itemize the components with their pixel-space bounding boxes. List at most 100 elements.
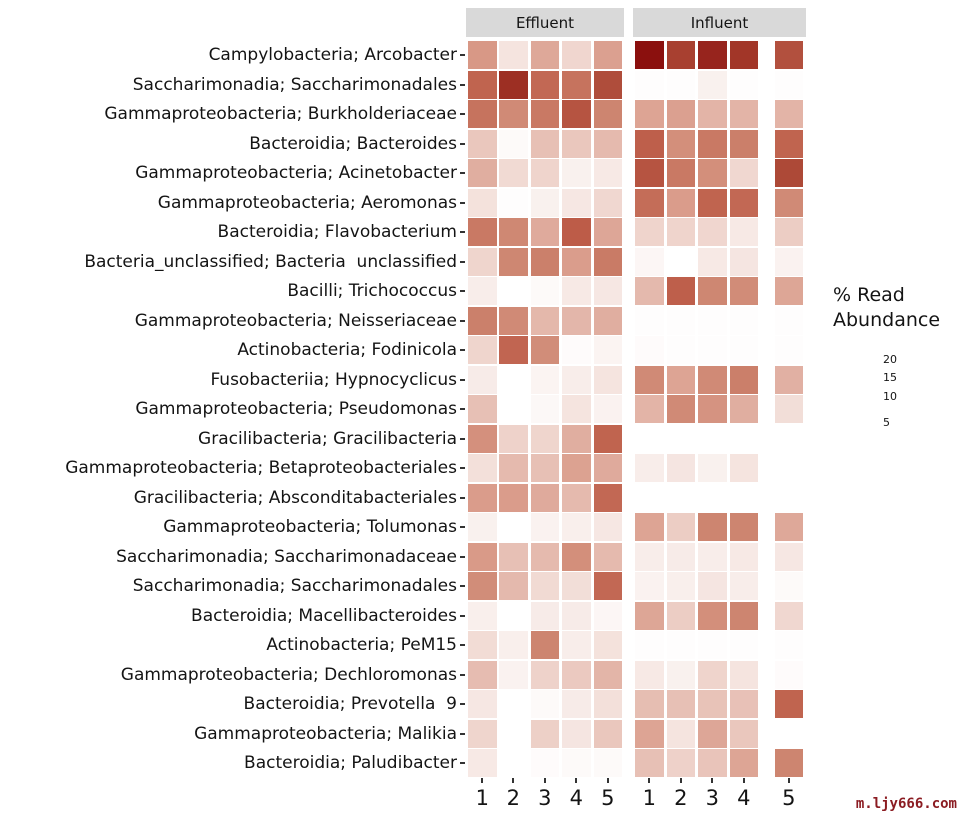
legend-tick-mark [841, 396, 846, 399]
heatmap-cell [499, 247, 528, 276]
heatmap-cell [666, 306, 695, 335]
heatmap-cell [729, 572, 758, 600]
heatmap-cell [774, 336, 803, 364]
heatmap-cell [729, 690, 758, 718]
heatmap-cell [774, 247, 803, 276]
x-axis-tick [648, 778, 651, 783]
y-axis-tick [460, 319, 465, 322]
heatmap-cell [468, 660, 497, 689]
heatmap-cell [468, 572, 497, 600]
heatmap-cell [468, 188, 497, 217]
heatmap-cell [774, 719, 803, 748]
legend-title: % Read Abundance [833, 283, 940, 333]
heatmap-cell [499, 454, 528, 482]
y-axis-tick [460, 467, 465, 469]
heatmap-cell [774, 277, 803, 305]
heatmap-cell [666, 660, 695, 689]
heatmap-cell [499, 483, 528, 512]
heatmap-cell [698, 41, 727, 69]
heatmap-cell [729, 631, 758, 659]
heatmap-cell [468, 719, 497, 748]
heatmap-cell [729, 188, 758, 217]
x-axis-tick [575, 778, 578, 783]
heatmap-cell [468, 159, 497, 187]
heatmap-cell [635, 542, 664, 571]
heatmap-cell [530, 247, 559, 276]
heatmap-cell [698, 660, 727, 689]
y-axis-tick [460, 231, 465, 233]
row-label: Bacteria_unclassified; Bacteria unclassi… [84, 251, 457, 272]
heatmap-cell [593, 749, 622, 777]
heatmap-cell [698, 129, 727, 158]
heatmap-cell [593, 542, 622, 571]
heatmap-cell [635, 100, 664, 128]
heatmap-cell [729, 100, 758, 128]
y-axis-tick [460, 585, 465, 587]
heatmap-cell [593, 218, 622, 246]
heatmap-cell [562, 70, 591, 99]
heatmap-cell [562, 660, 591, 689]
heatmap-cell [530, 601, 559, 630]
heatmap-cell [562, 218, 591, 246]
legend-tick-mark [841, 377, 846, 380]
heatmap-cell [635, 218, 664, 246]
x-axis-label: 1 [642, 786, 656, 810]
heatmap-cell [698, 513, 727, 541]
x-axis-label: 5 [782, 786, 796, 810]
heatmap-cell [729, 513, 758, 541]
heatmap-cell [468, 100, 497, 128]
heatmap-cell [729, 483, 758, 512]
heatmap-cell [666, 572, 695, 600]
heatmap-cell [562, 601, 591, 630]
heatmap-cell [562, 247, 591, 276]
heatmap-cell [530, 365, 559, 394]
y-axis-tick [460, 703, 465, 705]
heatmap-cell [698, 454, 727, 482]
legend-tick-label: 15 [883, 371, 897, 385]
heatmap-cell [635, 601, 664, 630]
heatmap-cell [635, 424, 664, 453]
heatmap-cell [698, 395, 727, 423]
heatmap-cell [562, 424, 591, 453]
heatmap-cell [499, 660, 528, 689]
heatmap-cell [562, 277, 591, 305]
heatmap-cell [593, 513, 622, 541]
x-axis-tick [512, 778, 515, 783]
y-axis-tick [460, 555, 465, 558]
y-axis-tick [460, 437, 465, 440]
heatmap-cell [530, 424, 559, 453]
x-axis-label: 1 [475, 786, 489, 810]
x-axis-tick [606, 778, 609, 783]
heatmap-cell [635, 395, 664, 423]
heatmap-cell [499, 749, 528, 777]
heatmap-cell [729, 601, 758, 630]
heatmap-cell [562, 542, 591, 571]
heatmap-cell [635, 129, 664, 158]
heatmap-cell [468, 395, 497, 423]
heatmap-cell [499, 601, 528, 630]
heatmap-cell [635, 660, 664, 689]
y-axis-tick [460, 614, 465, 617]
heatmap-cell [499, 395, 528, 423]
heatmap-cell [774, 41, 803, 69]
heatmap-cell [468, 365, 497, 394]
heatmap-cell [698, 749, 727, 777]
x-axis-label: 3 [705, 786, 719, 810]
heatmap-cell [635, 631, 664, 659]
heatmap-cell [593, 660, 622, 689]
y-axis-tick [460, 290, 465, 292]
heatmap-cell [666, 454, 695, 482]
row-label: Gracilibacteria; Absconditabacteriales [133, 487, 457, 508]
heatmap-cell [562, 513, 591, 541]
heatmap-cell [499, 100, 528, 128]
heatmap-cell [666, 277, 695, 305]
heatmap-cell [698, 572, 727, 600]
heatmap-cell [468, 690, 497, 718]
y-axis-tick [460, 172, 465, 174]
legend-title-line2: Abundance [833, 309, 941, 331]
heatmap-cell [562, 336, 591, 364]
heatmap-cell [729, 365, 758, 394]
heatmap-cell [562, 306, 591, 335]
heatmap-cell [530, 306, 559, 335]
facet-label-effluent: Effluent [515, 13, 575, 32]
